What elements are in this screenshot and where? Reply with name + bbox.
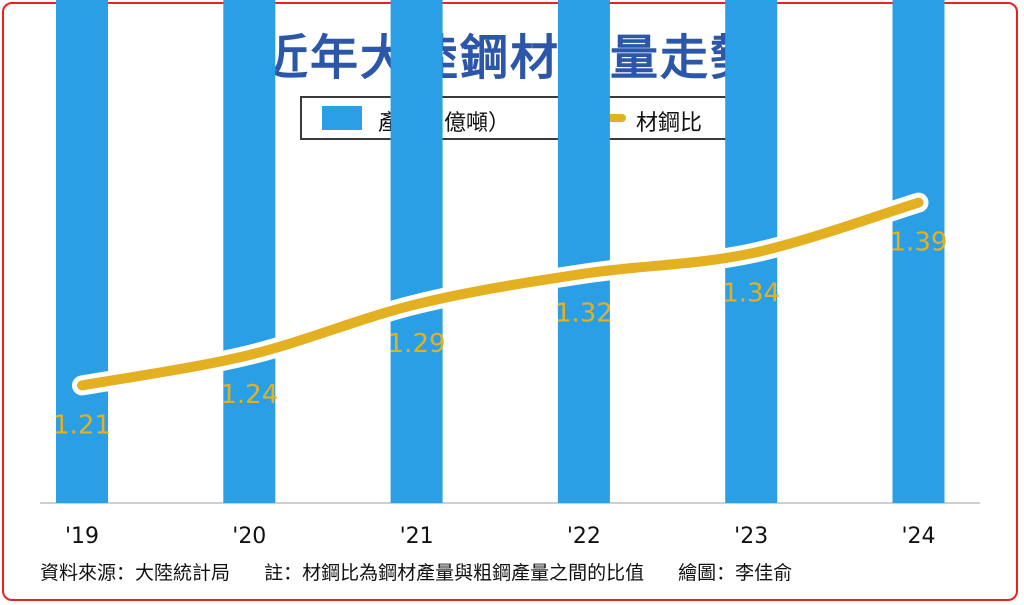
ratio-value-labels: 1.21 1.24 1.29 1.32 1.34 1.39 (53, 228, 947, 441)
x-tick-label-2: '20 (232, 524, 266, 549)
footer-credit: 繪圖：李佳俞 (678, 562, 793, 584)
ratio-line (77, 197, 924, 391)
legend: 產量（億噸） 材鋼比 (300, 96, 728, 140)
x-tick-label-4: '22 (567, 524, 601, 549)
footer-source: 資料來源：大陸統計局 (40, 562, 231, 584)
bar-4 (557, 0, 610, 503)
footer-note: 註：材鋼比為鋼材產量與粗鋼產量之間的比值 (264, 562, 645, 584)
ratio-value-label-5: 1.34 (722, 278, 780, 308)
x-tick-label-6: '24 (901, 524, 935, 549)
bar-series (56, 0, 945, 503)
ratio-value-label-3: 1.29 (388, 329, 446, 359)
ratio-value-label-1: 1.21 (53, 410, 111, 440)
legend-label-ratio: 材鋼比 (636, 111, 703, 136)
bar-2 (223, 0, 276, 503)
ratio-value-label-6: 1.39 (890, 228, 948, 258)
bar-3 (390, 0, 443, 503)
ratio-value-label-4: 1.32 (555, 299, 613, 329)
ratio-value-label-2: 1.24 (220, 380, 278, 410)
legend-swatch-production (322, 106, 362, 130)
ratio-line-series (72, 192, 929, 396)
bar-1 (56, 0, 108, 503)
x-axis-ticks: '19 '20 '21 '22 '23 '24 (65, 524, 936, 549)
chart-title: 近年大陸鋼材產量走勢 (259, 30, 760, 86)
footer: 資料來源：大陸統計局 註：材鋼比為鋼材產量與粗鋼產量之間的比值 繪圖：李佳俞 (40, 558, 1000, 585)
ratio-line-outline (72, 192, 929, 396)
x-tick-label-5: '23 (734, 524, 768, 549)
bar-6 (892, 0, 945, 503)
x-tick-label-3: '21 (400, 524, 434, 549)
x-tick-label-1: '19 (65, 524, 99, 549)
